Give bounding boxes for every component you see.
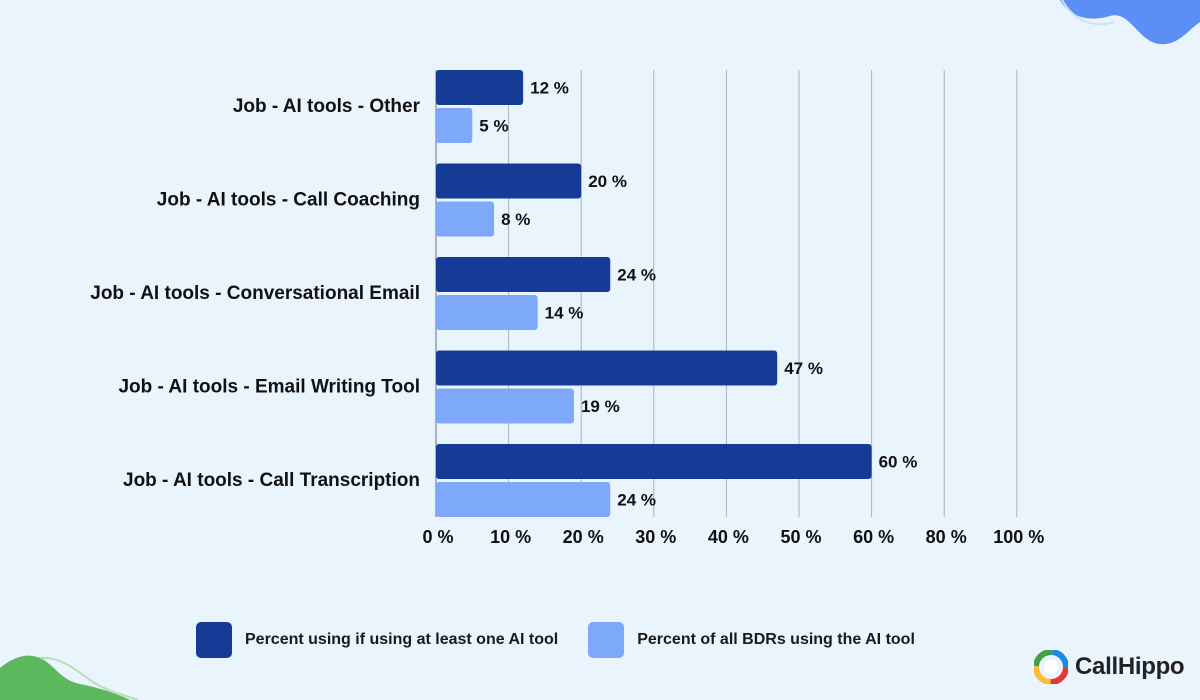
bar-series-1 — [436, 163, 582, 199]
bar-series-2 — [436, 201, 495, 237]
category-label: Job - AI tools - Conversational Email — [90, 283, 420, 304]
x-tick-label: 30 % — [635, 527, 676, 547]
bar-series-1 — [436, 444, 872, 479]
category-label: Job - AI tools - Other — [233, 96, 421, 117]
data-label: 8 % — [501, 210, 530, 229]
top-right-decoration — [1060, 0, 1200, 45]
data-label: 12 % — [530, 79, 569, 98]
legend-label-series-2: Percent of all BDRs using the AI tool — [637, 631, 915, 648]
x-tick-label: 40 % — [708, 527, 749, 547]
brand-name: CallHippo — [1075, 653, 1185, 680]
legend-swatch-series-2 — [588, 622, 625, 658]
x-tick-label: 100 % — [993, 527, 1044, 547]
bar-chart: 0 % 10 % 20 % 30 % 40 % 50 % 60 % 80 % 100 % Job … — [90, 70, 1044, 547]
bar-series-2 — [436, 388, 574, 424]
x-tick-label: 0 % — [422, 527, 453, 547]
data-label: 19 % — [581, 397, 620, 416]
brand-logo-block: CallHippo — [1034, 650, 1185, 684]
legend-item-series-2: Percent of all BDRs using the AI tool — [588, 622, 915, 658]
x-tick-label: 60 % — [853, 527, 894, 547]
x-tick-label: 10 % — [490, 527, 531, 547]
bar-series-1 — [436, 70, 524, 105]
category-label: Job - AI tools - Email Writing Tool — [118, 377, 420, 398]
category-label: Job - AI tools - Call Coaching — [157, 190, 420, 211]
data-label: 60 % — [879, 453, 918, 472]
bar-series-2 — [436, 482, 611, 517]
data-label: 47 % — [784, 359, 823, 378]
data-label: 5 % — [479, 117, 508, 136]
bar-series-1 — [436, 257, 611, 292]
callhippo-logo-icon — [1034, 650, 1068, 684]
legend-swatch-series-1 — [196, 622, 232, 658]
bottom-left-decoration — [0, 655, 139, 700]
x-tick-label: 20 % — [563, 527, 604, 547]
legend-item-series-1: Percent using if using at least one AI t… — [196, 622, 558, 658]
legend-label-series-1: Percent using if using at least one AI t… — [245, 631, 559, 648]
x-tick-label: 50 % — [780, 527, 821, 547]
data-label: 14 % — [545, 304, 584, 323]
data-label: 20 % — [588, 172, 627, 191]
bar-series-1 — [436, 350, 778, 386]
x-tick-label: 80 % — [926, 527, 967, 547]
data-label: 24 % — [617, 491, 656, 510]
bar-series-2 — [436, 295, 538, 330]
data-label: 24 % — [617, 266, 656, 285]
chart-legend: Percent using if using at least one AI t… — [196, 622, 945, 658]
category-label: Job - AI tools - Call Transcription — [123, 470, 420, 491]
bar-series-2 — [436, 108, 473, 143]
